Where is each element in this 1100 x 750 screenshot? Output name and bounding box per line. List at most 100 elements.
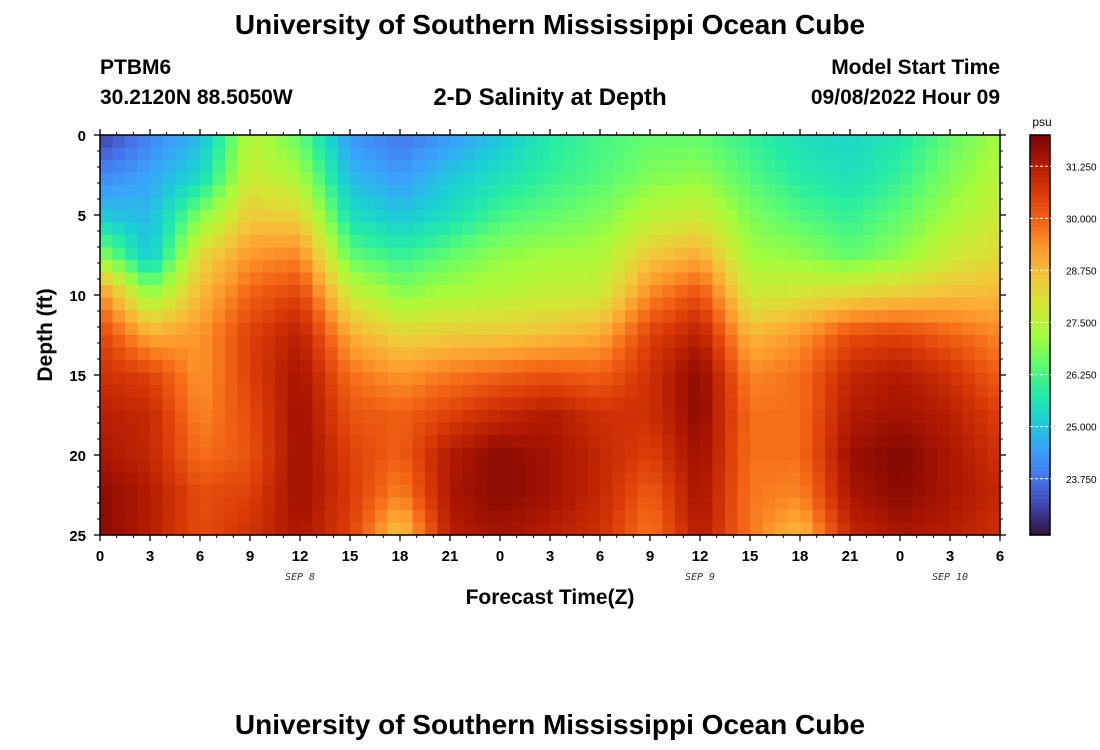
heatmap-cell <box>650 485 664 499</box>
heatmap-cell <box>200 510 214 524</box>
heatmap-cell <box>812 385 826 399</box>
axis-ticks <box>94 129 1006 541</box>
heatmap-cell <box>462 135 476 149</box>
colorbar-segment <box>1030 291 1050 296</box>
heatmap-cell <box>312 335 326 349</box>
heatmap-cell <box>837 372 851 386</box>
heatmap-cell <box>712 485 726 499</box>
heatmap-cell <box>550 185 564 199</box>
colorbar-tick-label: 28.750 <box>1066 266 1097 277</box>
heatmap-cell <box>287 197 301 211</box>
heatmap-cell <box>300 360 314 374</box>
heatmap-cell <box>900 172 914 186</box>
heatmap-cell <box>375 472 389 486</box>
heatmap-cell <box>900 247 914 261</box>
heatmap-cell <box>462 185 476 199</box>
heatmap-cell <box>300 447 314 461</box>
heatmap-cell <box>762 172 776 186</box>
heatmap-cell <box>725 372 739 386</box>
heatmap-cell <box>337 397 351 411</box>
colorbar-segment <box>1030 327 1050 332</box>
heatmap-cell <box>287 135 301 149</box>
heatmap-cell <box>225 185 239 199</box>
heatmap-cell <box>575 497 589 511</box>
heatmap-cell <box>562 210 576 224</box>
heatmap-cell <box>275 210 289 224</box>
heatmap-cell <box>175 135 189 149</box>
heatmap-cell <box>262 460 276 474</box>
heatmap-cell <box>800 160 814 174</box>
heatmap-cell <box>850 310 864 324</box>
heatmap-cell <box>187 422 201 436</box>
heatmap-cell <box>437 310 451 324</box>
heatmap-cell <box>137 460 151 474</box>
heatmap-cell <box>375 335 389 349</box>
heatmap-cell <box>112 147 126 161</box>
colorbar-segment <box>1030 375 1050 380</box>
heatmap-cell <box>775 272 789 286</box>
heatmap-cell <box>800 272 814 286</box>
heatmap-cell <box>912 185 926 199</box>
heatmap-cell <box>137 247 151 261</box>
heatmap-cell <box>650 497 664 511</box>
heatmap-cell <box>637 460 651 474</box>
heatmap-cell <box>887 310 901 324</box>
heatmap-cell <box>912 135 926 149</box>
heatmap-cell <box>912 322 926 336</box>
heatmap-cell <box>337 485 351 499</box>
heatmap-cell <box>337 310 351 324</box>
heatmap-cell <box>462 297 476 311</box>
heatmap-cell <box>987 310 1001 324</box>
heatmap-cell <box>525 522 539 536</box>
heatmap-cell <box>775 297 789 311</box>
heatmap-cell <box>175 435 189 449</box>
heatmap-cell <box>650 435 664 449</box>
heatmap-cell <box>100 510 114 524</box>
heatmap-cell <box>950 422 964 436</box>
heatmap-cell <box>512 347 526 361</box>
heatmap-cell <box>612 385 626 399</box>
heatmap-cell <box>962 485 976 499</box>
heatmap-cell <box>337 197 351 211</box>
heatmap-cell <box>825 385 839 399</box>
heatmap-cell <box>875 497 889 511</box>
heatmap-cell <box>862 447 876 461</box>
heatmap-cell <box>912 422 926 436</box>
colorbar-segment <box>1030 439 1050 444</box>
heatmap-cell <box>950 322 964 336</box>
heatmap-cell <box>437 435 451 449</box>
colorbar-segment <box>1030 303 1050 308</box>
heatmap-cell <box>712 522 726 536</box>
heatmap-cell <box>675 460 689 474</box>
heatmap-cell <box>650 185 664 199</box>
heatmap-cell <box>400 472 414 486</box>
heatmap-cell <box>612 497 626 511</box>
heatmap-cell <box>162 372 176 386</box>
heatmap-cell <box>237 335 251 349</box>
colorbar-tick-label: 23.750 <box>1066 475 1097 486</box>
heatmap-cell <box>800 510 814 524</box>
heatmap-cell <box>150 172 164 186</box>
heatmap-cell <box>700 197 714 211</box>
heatmap-cell <box>725 222 739 236</box>
colorbar-segment <box>1030 527 1050 532</box>
heatmap-cell <box>412 235 426 249</box>
heatmap-cell <box>937 197 951 211</box>
heatmap-cell <box>550 410 564 424</box>
heatmap-cell <box>525 472 539 486</box>
heatmap-cell <box>162 472 176 486</box>
heatmap-cell <box>787 472 801 486</box>
heatmap-cell <box>612 197 626 211</box>
colorbar-segment <box>1030 491 1050 496</box>
heatmap-cell <box>487 235 501 249</box>
heatmap-cell <box>625 522 639 536</box>
heatmap-cell <box>275 397 289 411</box>
heatmap-cell <box>962 447 976 461</box>
heatmap-cell <box>112 222 126 236</box>
heatmap-cell <box>475 197 489 211</box>
heatmap-cell <box>975 460 989 474</box>
heatmap-cell <box>812 247 826 261</box>
colorbar-unit-label: psu <box>1032 115 1051 129</box>
heatmap-cell <box>712 297 726 311</box>
heatmap-cell <box>512 435 526 449</box>
